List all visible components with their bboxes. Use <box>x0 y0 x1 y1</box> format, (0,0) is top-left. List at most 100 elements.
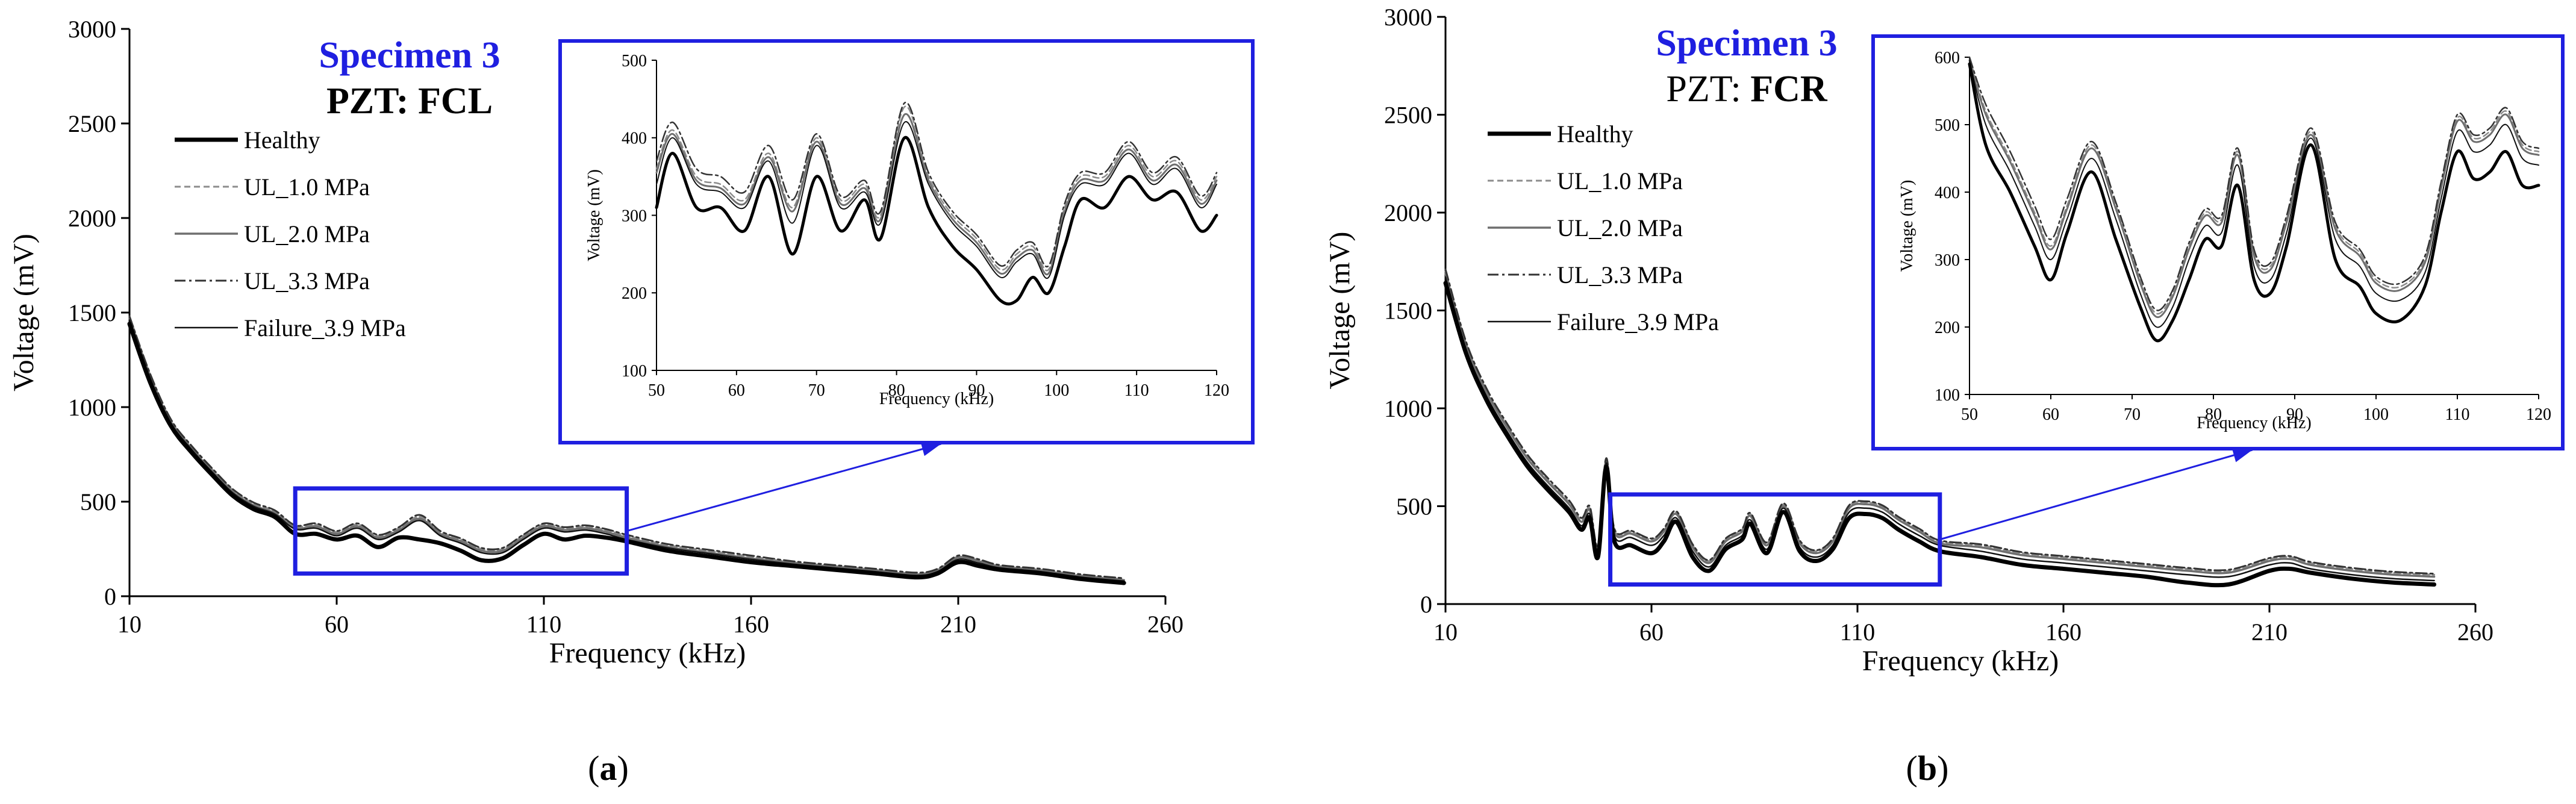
main-y-tick-label: 2500 <box>68 110 116 137</box>
main-y-tick-label: 3000 <box>68 16 116 43</box>
inset-x-tick-label: 120 <box>2526 405 2551 424</box>
inset-y-tick-label: 500 <box>1935 116 1960 135</box>
inset-chart: 50 60 70 80 90 100 110 120 100 200 300 400 500 600 Fre… <box>1898 49 2551 432</box>
panel-label-letter: a <box>600 749 617 788</box>
main-series-group <box>127 315 1126 585</box>
main-series-group <box>1443 268 2437 588</box>
inset-x-tick-label: 80 <box>888 381 905 400</box>
legend: Healthy UL_1.0 MPa UL_2.0 MPa UL_3.3 MPa Fai… <box>175 126 406 341</box>
inset-chart: 50 60 70 80 90 100 110 120 100 200 300 400 500 Freque… <box>585 52 1229 408</box>
legend-label: UL_1.0 MPa <box>1557 167 1683 195</box>
legend-label: UL_3.3 MPa <box>244 267 370 294</box>
inset-series-line-ul-3-3-mpa <box>655 101 1218 268</box>
chart-title-pzt-prefix: PZT: <box>1666 69 1750 110</box>
inset-y-tick-label: 100 <box>1935 386 1960 405</box>
inset-x-tick-label: 90 <box>2286 405 2303 424</box>
panel-label-open: ( <box>588 749 599 788</box>
legend-label: Failure_3.9 MPa <box>1557 308 1719 335</box>
inset-x-tick-label: 90 <box>968 381 985 400</box>
legend-label: Healthy <box>1557 120 1633 148</box>
inset-x-tick-label: 60 <box>2042 405 2059 424</box>
legend-label: UL_1.0 MPa <box>244 173 370 201</box>
inset-series-line-failure-3-9-mpa <box>656 121 1217 279</box>
main-y-tick-label: 1000 <box>68 394 116 421</box>
chart-title-pzt: PZT: FCR <box>1666 69 1828 110</box>
main-series-line-healthy <box>127 322 1126 585</box>
inset-y-tick-label: 400 <box>1935 184 1960 202</box>
legend-label: Healthy <box>244 126 320 154</box>
panel-label-open: ( <box>1906 749 1918 788</box>
panel-label-close: ) <box>617 749 629 788</box>
inset-series-line-ul-1-0-mpa <box>655 105 1218 272</box>
inset-x-tick-label: 60 <box>728 381 745 400</box>
inset-series-line-healthy <box>655 136 1218 306</box>
main-y-tick-label: 1500 <box>1384 298 1432 325</box>
inset-y-axis-label: Voltage (mV) <box>585 169 603 261</box>
main-y-axis-label: Voltage (mV) <box>1324 232 1356 390</box>
main-y-axis-label: Voltage (mV) <box>8 234 40 391</box>
inset-y-tick-label: 400 <box>622 129 647 148</box>
inset-y-tick-label: 200 <box>1935 319 1960 337</box>
inset-x-axis-label: Frequency (kHz) <box>879 390 994 408</box>
inset-series-line-ul-3-3-mpa <box>1968 56 2540 311</box>
main-x-tick-label: 160 <box>733 611 769 638</box>
main-y-tick-label: 2000 <box>68 205 116 232</box>
main-y-tick-label: 500 <box>1396 493 1432 520</box>
chart-panel-a: 10 60 110 160 210 260 0 500 1000 1500 2000 2500 3000… <box>8 16 1255 788</box>
main-y-tick-label: 1500 <box>68 299 116 326</box>
inset-x-tick-label: 50 <box>648 381 665 400</box>
main-x-tick-label: 110 <box>1840 619 1876 646</box>
main-y-tick-label: 2000 <box>1384 199 1432 226</box>
zoom-arrow-line <box>1939 449 2253 541</box>
main-x-tick-label: 10 <box>1433 619 1458 646</box>
legend-label: UL_2.0 MPa <box>1557 214 1683 242</box>
panel-label: (a) <box>588 749 629 788</box>
main-x-axis-label: Frequency (kHz) <box>549 637 746 669</box>
inset-x-axis-label: Frequency (kHz) <box>2197 414 2311 432</box>
inset-x-tick-label: 120 <box>1204 381 1229 400</box>
main-x-tick-label: 110 <box>526 611 562 638</box>
chart-title-pzt-sensor: FCL <box>418 81 493 122</box>
zoom-arrow-head <box>2231 448 2253 463</box>
panel-label-close: ) <box>1937 749 1948 788</box>
main-series-line-ul-2-0-mpa <box>128 317 1125 582</box>
main-x-tick-label: 160 <box>2045 619 2082 646</box>
main-x-tick-label: 60 <box>325 611 349 638</box>
main-x-tick-label: 210 <box>2251 619 2288 646</box>
inset-series-line-ul-2-0-mpa <box>1968 60 2540 319</box>
main-x-tick-label: 260 <box>2457 619 2493 646</box>
inset-y-tick-label: 500 <box>622 52 647 70</box>
inset-frame <box>1871 34 2565 450</box>
chart-title-pzt-sensor: FCR <box>1750 69 1828 110</box>
inset-x-tick-label: 110 <box>2445 405 2470 424</box>
inset-series-group <box>655 101 1218 306</box>
inset-series-line-failure-3-9-mpa <box>1969 60 2539 328</box>
main-y-tick-label: 1000 <box>1384 395 1432 422</box>
main-x-tick-label: 260 <box>1147 611 1184 638</box>
main-x-tick-label: 60 <box>1639 619 1664 646</box>
main-y-tick-label: 0 <box>1420 591 1432 618</box>
inset-y-tick-label: 600 <box>1935 49 1960 67</box>
inset-x-tick-label: 50 <box>1961 405 1978 424</box>
main-y-tick-label: 500 <box>80 488 116 516</box>
chart-title-specimen: Specimen 3 <box>319 35 500 76</box>
main-x-axis-label: Frequency (kHz) <box>1862 645 2059 677</box>
inset-x-tick-label: 100 <box>2363 405 2389 424</box>
legend-label: UL_3.3 MPa <box>1557 261 1683 288</box>
inset-series-line-healthy <box>1968 62 2540 343</box>
main-series-line-healthy <box>1443 281 2437 588</box>
panel-label: (b) <box>1906 749 1949 788</box>
inset-y-axis-label: Voltage (mV) <box>1898 180 1916 272</box>
main-y-tick-label: 0 <box>104 583 116 610</box>
zoom-arrow-line <box>626 443 941 532</box>
legend-label: UL_2.0 MPa <box>244 220 370 248</box>
inset-x-tick-label: 80 <box>2205 405 2222 424</box>
main-series-line-ul-3-3-mpa <box>1444 268 2436 575</box>
inset-y-tick-label: 300 <box>622 207 647 225</box>
inset-series-line-ul-2-0-mpa <box>655 113 1218 276</box>
chart-panel-b: 10 60 110 160 210 260 0 500 1000 1500 2000 2500 3000… <box>1324 4 2565 788</box>
zoom-arrow-head <box>920 441 941 457</box>
inset-y-tick-label: 100 <box>622 362 647 381</box>
chart-title-pzt-prefix: PZT: <box>326 81 418 122</box>
